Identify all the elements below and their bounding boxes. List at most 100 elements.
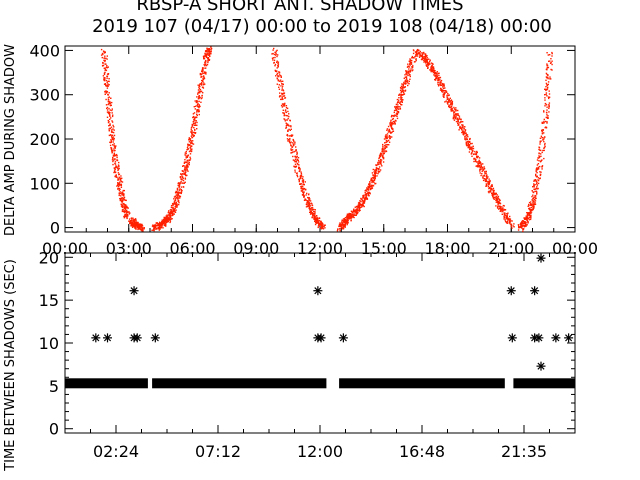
top-data-point bbox=[428, 58, 430, 60]
top-data-point bbox=[437, 85, 440, 87]
top-data-point bbox=[155, 226, 157, 229]
top-data-point bbox=[195, 105, 197, 107]
top-data-point bbox=[342, 220, 345, 223]
top-data-point bbox=[506, 222, 509, 224]
top-data-point bbox=[318, 223, 320, 225]
top-data-point bbox=[525, 218, 528, 220]
top-data-point bbox=[429, 59, 431, 61]
top-data-point bbox=[191, 136, 194, 139]
top-data-point bbox=[358, 209, 360, 211]
top-data-point bbox=[339, 229, 341, 232]
top-data-point bbox=[173, 200, 176, 202]
top-data-point bbox=[385, 134, 387, 136]
top-data-point bbox=[366, 192, 369, 195]
top-data-point bbox=[434, 71, 436, 74]
top-data-point bbox=[127, 215, 129, 217]
top-data-point bbox=[374, 183, 376, 185]
top-data-point bbox=[532, 208, 534, 210]
top-data-point bbox=[114, 171, 117, 174]
top-data-point bbox=[201, 82, 203, 84]
top-data-point bbox=[549, 78, 551, 80]
top-data-point bbox=[492, 192, 494, 194]
top-data-point bbox=[537, 179, 540, 182]
top-data-point bbox=[124, 204, 126, 206]
top-data-point bbox=[536, 171, 538, 174]
top-data-point bbox=[112, 141, 114, 143]
top-data-point bbox=[537, 187, 539, 190]
top-data-point bbox=[485, 183, 487, 185]
top-data-point bbox=[429, 69, 431, 71]
top-data-point bbox=[116, 166, 118, 168]
top-data-point bbox=[122, 198, 125, 200]
top-data-point bbox=[177, 198, 179, 200]
top-data-point bbox=[196, 114, 198, 117]
top-data-point bbox=[351, 214, 353, 216]
top-data-point bbox=[403, 86, 406, 88]
top-data-point bbox=[490, 189, 492, 191]
top-data-point bbox=[543, 149, 545, 152]
top-data-point bbox=[108, 80, 110, 83]
top-data-point bbox=[470, 146, 472, 149]
top-data-point bbox=[184, 173, 187, 176]
top-data-point bbox=[283, 118, 285, 120]
top-data-point bbox=[207, 48, 210, 50]
top-data-point bbox=[321, 224, 323, 227]
top-data-point bbox=[120, 186, 123, 188]
top-data-point bbox=[482, 175, 484, 177]
top-data-point bbox=[109, 134, 112, 136]
top-data-point bbox=[528, 213, 530, 215]
top-data-point bbox=[190, 127, 193, 129]
top-data-point bbox=[476, 165, 478, 167]
top-data-point bbox=[134, 223, 136, 226]
top-data-point bbox=[299, 168, 301, 170]
top-data-point bbox=[393, 115, 395, 118]
top-data-point bbox=[464, 129, 467, 131]
top-data-point bbox=[274, 63, 277, 66]
top-data-point bbox=[102, 75, 105, 77]
top-data-point bbox=[451, 103, 454, 105]
top-data-point bbox=[109, 123, 111, 125]
top-data-point bbox=[378, 166, 381, 168]
top-data-point bbox=[203, 82, 205, 84]
top-data-point bbox=[353, 216, 355, 219]
top-data-point bbox=[117, 164, 120, 166]
top-data-point bbox=[409, 62, 411, 65]
top-data-point bbox=[354, 214, 356, 216]
top-data-point bbox=[386, 133, 389, 135]
top-data-point bbox=[528, 214, 530, 216]
top-data-point bbox=[379, 160, 382, 162]
top-data-point bbox=[497, 201, 499, 203]
top-data-point bbox=[542, 139, 544, 141]
top-data-point bbox=[372, 181, 375, 183]
top-data-point bbox=[464, 137, 466, 140]
top-data-point bbox=[410, 61, 412, 64]
top-data-point bbox=[141, 228, 143, 231]
top-data-point bbox=[375, 167, 378, 169]
top-data-point bbox=[505, 221, 508, 224]
top-data-point bbox=[294, 141, 296, 143]
top-data-point bbox=[422, 57, 424, 60]
top-data-point bbox=[309, 211, 311, 213]
top-data-point bbox=[544, 99, 546, 101]
top-data-point bbox=[393, 123, 395, 125]
top-data-point bbox=[424, 60, 426, 63]
top-data-point bbox=[378, 163, 380, 166]
top-data-point bbox=[287, 129, 289, 131]
top-data-point bbox=[456, 114, 458, 116]
top-data-point bbox=[374, 174, 376, 177]
top-data-point bbox=[106, 107, 108, 110]
top-data-point bbox=[168, 218, 170, 220]
top-data-point bbox=[274, 51, 276, 54]
top-data-point bbox=[455, 110, 457, 112]
top-data-point bbox=[386, 135, 388, 137]
top-data-point bbox=[130, 217, 133, 220]
top-data-point bbox=[465, 132, 467, 134]
top-data-point bbox=[392, 128, 394, 131]
top-data-point bbox=[167, 219, 170, 221]
top-data-point bbox=[544, 103, 547, 105]
top-data-point bbox=[532, 205, 534, 208]
top-data-point bbox=[175, 205, 177, 207]
top-data-point bbox=[104, 51, 106, 54]
top-data-point bbox=[476, 150, 478, 153]
top-data-point bbox=[527, 222, 529, 224]
